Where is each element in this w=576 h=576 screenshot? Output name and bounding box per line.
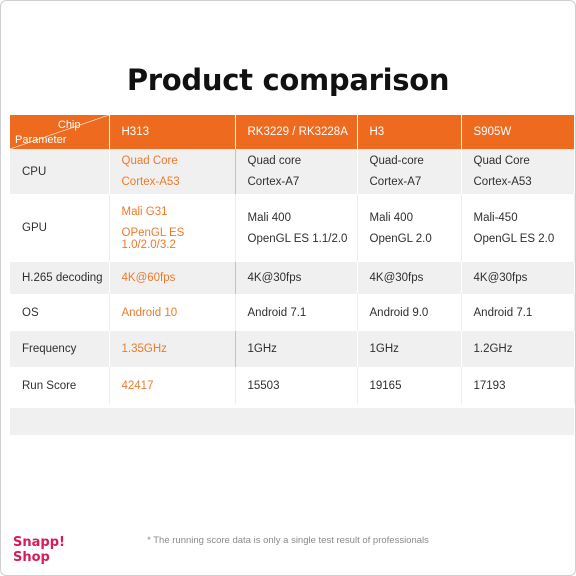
value-cell: 4K@30fps [357, 262, 462, 294]
chip-axis-label: Chip [57, 119, 81, 131]
value-cell: 19165 [357, 367, 462, 404]
value-cell: Mali 400 OpenGL 2.0 [357, 194, 462, 262]
header-row: Chip Parameter H313 RK3229 / RK3228A H3 … [10, 115, 574, 149]
value-cell: Quad-core Cortex-A7 [357, 149, 462, 194]
cell-line: OpenGL ES 2.0 [473, 232, 555, 245]
table-row: Frequency 1.35GHz 1GHz 1GHz 1.2GHz [10, 331, 574, 367]
page-title: Product comparison [126, 63, 450, 97]
logo-line-2: Shop [13, 550, 50, 565]
table-row: CPU Quad Core Cortex-A53 Quad core Cortex-… [10, 149, 574, 194]
cell-line: Quad core [247, 155, 302, 167]
value-cell: 4K@30fps [473, 272, 528, 284]
param-cell: OS [10, 294, 110, 331]
param-cell: Run Score [10, 367, 110, 404]
value-cell: 4K@30fps [235, 262, 358, 294]
table-row: H.265 decoding 4K@60fps 4K@30fps 4K@30fp… [10, 262, 574, 294]
value-cell: 4K@60fps [109, 262, 236, 294]
value-cell: 42417 [109, 367, 236, 404]
cell-line: Quad-core [369, 155, 424, 167]
table-row: Run Score 42417 15503 19165 17193 [10, 367, 575, 404]
value-cell: 1.35GHz [109, 331, 236, 367]
value-cell: Mali G31 OPenGL ES 1.0/2.0/3.2 [109, 194, 236, 262]
value-cell: Android 9.0 [357, 294, 462, 331]
comparison-table: Chip Parameter H313 RK3229 / RK3228A H3 … [10, 115, 575, 404]
footnote: * The running score data is only a singl… [147, 535, 429, 546]
header-corner-cell: Chip Parameter [10, 115, 110, 149]
value-cell: 1GHz [357, 331, 462, 367]
cell-line: Mali 400 [369, 211, 413, 224]
value-cell: 15503 [235, 367, 358, 404]
table-bottom-band [10, 408, 574, 435]
table-row: OS Android 10 Android 7.1 Android 9.0 An… [10, 294, 575, 331]
cell-line: Cortex-A53 [473, 176, 532, 188]
cell-line: Quad Core [473, 155, 530, 167]
param-cell: CPU [10, 149, 110, 194]
value-cell: 17193 [461, 367, 575, 404]
value-cell: Quad Core Cortex-A53 [461, 149, 574, 194]
chip-header-rk3229: RK3229 / RK3228A [235, 115, 358, 149]
cell-line: OpenGL 2.0 [369, 232, 432, 245]
chip-header-h313: H313 [109, 115, 236, 149]
parameter-axis-label: Parameter [15, 134, 67, 146]
cell-line: Cortex-A7 [369, 176, 422, 188]
param-cell: GPU [10, 194, 110, 262]
cell-line: OpenGL ES 1.1/2.0 [247, 232, 348, 245]
value-cell: Mali-450 OpenGL ES 2.0 [461, 194, 575, 262]
value-cell: Android 7.1 [235, 294, 358, 331]
value-cell: Android 10 [109, 294, 236, 331]
cell-line: Mali-450 [473, 211, 518, 224]
value-cell: Quad Core Cortex-A53 [109, 149, 236, 194]
param-cell: Frequency [10, 331, 110, 367]
cell-line: Mali 400 [247, 211, 291, 224]
value-cell: 1.2GHz [473, 343, 513, 355]
chip-header-h3: H3 [357, 115, 462, 149]
chip-header-s905w: S905W [473, 126, 512, 138]
cell-line: Cortex-A53 [121, 176, 180, 188]
value-cell: 1GHz [235, 331, 358, 367]
value-cell: Mali 400 OpenGL ES 1.1/2.0 [235, 194, 358, 262]
cell-line: Cortex-A7 [247, 176, 300, 188]
cell-line: Quad Core [121, 155, 178, 167]
snapp-shop-logo: Snapp! Shop [13, 535, 69, 569]
value-cell: Quad core Cortex-A7 [235, 149, 358, 194]
table-row: GPU Mali G31 OPenGL ES 1.0/2.0/3.2 Mali 4… [10, 194, 575, 262]
param-cell: H.265 decoding [10, 262, 110, 294]
value-cell: Android 7.1 [461, 294, 575, 331]
cell-line: Mali G31 [121, 205, 168, 218]
logo-line-1: Snapp! [13, 535, 65, 550]
cell-line: OPenGL ES 1.0/2.0/3.2 [121, 226, 185, 251]
